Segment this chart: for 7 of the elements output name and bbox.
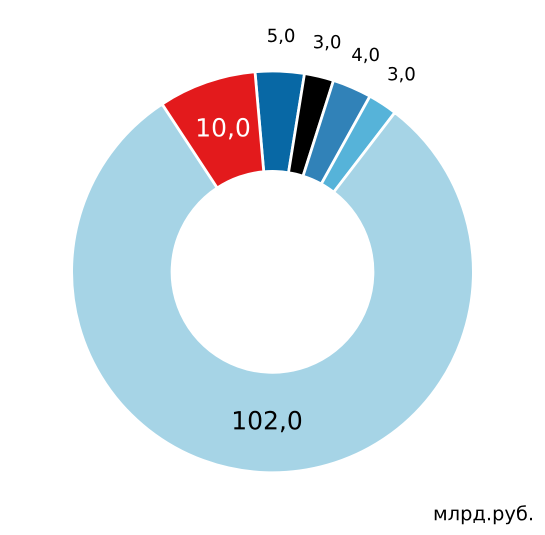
- data-label: 5,0: [268, 28, 294, 44]
- data-label: 3,0: [314, 34, 340, 50]
- data-label: 3,0: [388, 66, 415, 82]
- data-label: 102,0: [234, 410, 302, 432]
- text: млрд.руб.: [434, 505, 532, 524]
- data-label: 4,0: [352, 48, 379, 64]
- data-label: 10,0: [198, 118, 250, 140]
